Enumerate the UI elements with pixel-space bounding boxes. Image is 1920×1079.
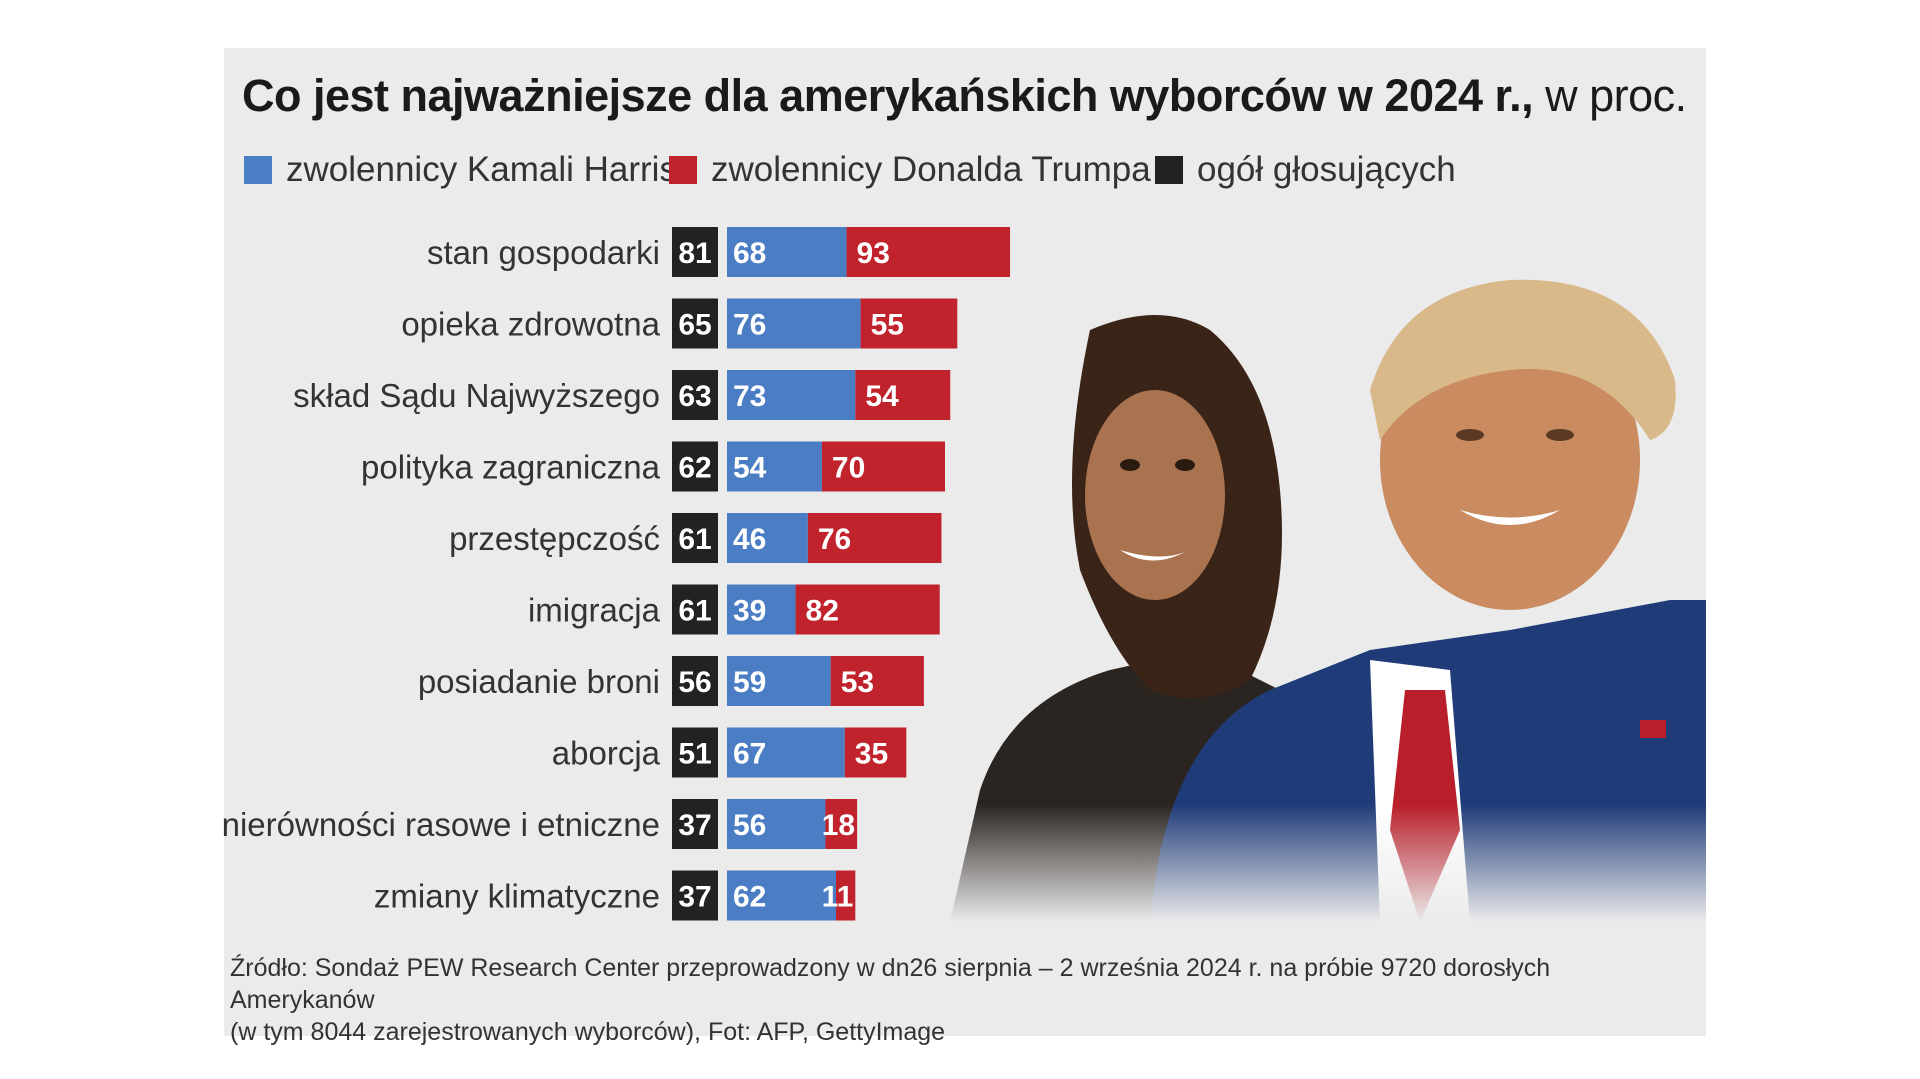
trump-value-label: 18	[822, 809, 855, 842]
overall-value-label: 51	[678, 738, 711, 771]
harris-bar	[727, 513, 808, 563]
legend-item-overall: ogół głosujących	[1155, 150, 1456, 190]
overall-box	[672, 441, 718, 492]
chart-title: Co jest najważniejsze dla amerykańskich …	[242, 70, 1687, 122]
overall-box	[672, 799, 718, 849]
harris-value-label: 56	[733, 809, 766, 842]
trump-bar	[860, 298, 958, 349]
category-label: zmiany klimatyczne	[374, 878, 660, 915]
overall-box	[672, 727, 718, 778]
overall-value-label: 81	[678, 237, 711, 270]
category-label: stan gospodarki	[427, 234, 660, 271]
trump-bar	[844, 727, 907, 778]
trump-bar	[855, 370, 951, 420]
trump-value-label: 70	[832, 452, 865, 485]
overall-value-label: 62	[678, 452, 711, 485]
legend-item-harris: zwolennicy Kamali Harris	[244, 150, 677, 190]
harris-bar	[727, 799, 826, 849]
harris-bar	[727, 656, 831, 706]
category-label: opieka zdrowotna	[401, 306, 660, 343]
harris-value-label: 39	[733, 595, 766, 628]
overall-box	[672, 370, 718, 420]
source-note: Źródło: Sondaż PEW Research Center przep…	[230, 952, 1700, 1048]
overall-box	[672, 227, 718, 277]
legend-label-harris: zwolennicy Kamali Harris	[286, 150, 677, 189]
trump-bar	[835, 870, 856, 921]
harris-value-label: 68	[733, 237, 766, 270]
trump-bar	[795, 584, 940, 635]
harris-bar	[727, 227, 847, 277]
harris-bar	[727, 727, 845, 778]
category-label: posiadanie broni	[418, 663, 660, 700]
legend-swatch-trump	[669, 156, 697, 184]
harris-value-label: 54	[733, 452, 767, 485]
trump-bar	[821, 441, 945, 492]
overall-value-label: 37	[678, 881, 711, 914]
overall-box	[672, 870, 718, 921]
category-label: nierówności rasowe i etniczne	[222, 806, 660, 843]
harris-value-label: 73	[733, 380, 766, 413]
title-unit: w proc.	[1533, 70, 1687, 121]
trump-value-label: 76	[818, 523, 851, 556]
harris-value-label: 46	[733, 523, 766, 556]
overall-value-label: 65	[678, 309, 711, 342]
trump-value-label: 53	[841, 666, 874, 699]
trump-value-label: 93	[857, 237, 890, 270]
overall-box	[672, 513, 718, 563]
overall-box	[672, 298, 718, 349]
trump-bar	[807, 513, 942, 563]
trump-value-label: 55	[871, 309, 904, 342]
trump-value-label: 35	[855, 738, 888, 771]
category-label: przestępczość	[449, 520, 660, 557]
overall-value-label: 61	[678, 595, 711, 628]
overall-box	[672, 656, 718, 706]
harris-value-label: 76	[733, 309, 766, 342]
overall-box	[672, 584, 718, 635]
legend-swatch-overall	[1155, 156, 1183, 184]
category-label: polityka zagraniczna	[361, 449, 661, 486]
trump-bar	[846, 227, 1011, 277]
trump-value-label: 11	[822, 881, 854, 914]
source-line-2: (w tym 8044 zarejestrowanych wyborców), …	[230, 1018, 946, 1046]
legend-label-trump: zwolennicy Donalda Trumpa	[711, 150, 1151, 189]
category-label: aborcja	[552, 735, 661, 772]
harris-bar	[727, 370, 856, 420]
legend-item-trump: zwolennicy Donalda Trumpa	[669, 150, 1151, 190]
category-label: imigracja	[528, 592, 661, 629]
harris-value-label: 62	[733, 881, 766, 914]
overall-value-label: 61	[678, 523, 711, 556]
harris-bar	[727, 584, 796, 635]
overall-value-label: 63	[678, 380, 711, 413]
trump-bar	[830, 656, 924, 706]
title-bold: Co jest najważniejsze dla amerykańskich …	[242, 70, 1534, 121]
source-line-1: Źródło: Sondaż PEW Research Center przep…	[230, 954, 1551, 1014]
harris-value-label: 67	[733, 738, 766, 771]
trump-bar	[825, 799, 858, 849]
legend-swatch-harris	[244, 156, 272, 184]
category-label: skład Sądu Najwyższego	[293, 377, 660, 414]
harris-bar	[727, 441, 822, 492]
harris-bar	[727, 870, 836, 921]
harris-bar	[727, 298, 861, 349]
harris-value-label: 59	[733, 666, 766, 699]
trump-value-label: 82	[806, 595, 839, 628]
overall-value-label: 56	[678, 666, 711, 699]
candidates-photo	[950, 270, 1706, 922]
legend-label-overall: ogół głosujących	[1197, 150, 1456, 189]
overall-value-label: 37	[678, 809, 711, 842]
trump-value-label: 54	[865, 380, 899, 413]
